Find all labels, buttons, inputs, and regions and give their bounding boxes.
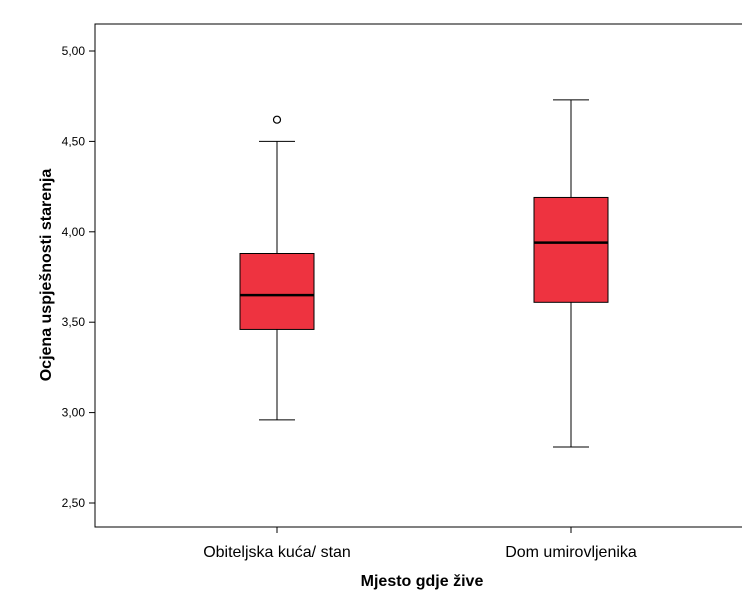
boxes	[239, 99, 609, 448]
outlier-point	[272, 115, 282, 124]
y-tick-label: 4,00	[62, 225, 86, 239]
y-tick-label: 3,00	[62, 406, 86, 420]
y-axis: 2,50 3,00 3,50 4,00 4,50 5,00	[62, 44, 95, 510]
y-tick-label: 2,50	[62, 496, 86, 510]
iqr-box	[533, 196, 609, 303]
y-tick-label: 5,00	[62, 44, 86, 58]
iqr-box	[239, 252, 315, 330]
y-axis-title: Ocjena uspješnosti starenja	[38, 169, 55, 382]
plot-area	[94, 23, 742, 528]
x-tick-label: Dom umirovljenika	[505, 544, 637, 561]
y-tick-label: 3,50	[62, 315, 86, 329]
box-2	[533, 99, 609, 448]
y-tick-label: 4,50	[62, 134, 86, 148]
box-1	[239, 115, 315, 421]
x-tick-label: Obiteljska kuća/ stan	[203, 544, 351, 561]
x-axis-title: Mjesto gdje žive	[361, 573, 484, 590]
x-axis: Obiteljska kuća/ stan Dom umirovljenika	[203, 527, 637, 561]
